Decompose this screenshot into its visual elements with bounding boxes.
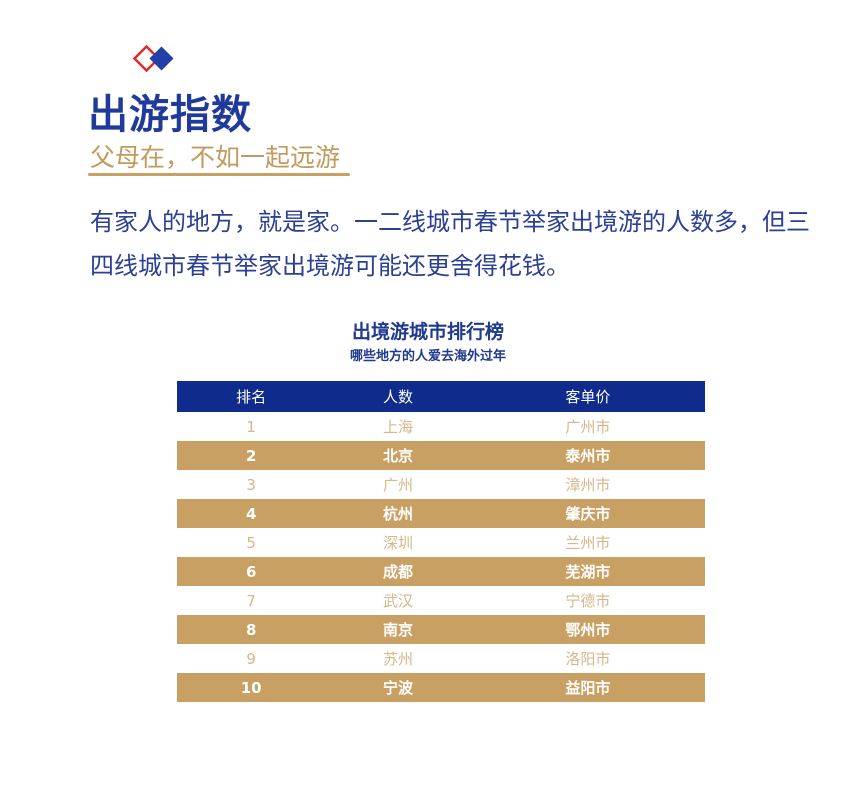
cell-price-city: 漳州市 — [565, 476, 611, 494]
cell-count-city: 广州 — [383, 476, 414, 494]
cell-price-city: 泰州市 — [470, 441, 705, 470]
cell-rank: 7 — [246, 591, 256, 610]
intro-paragraph: 有家人的地方，就是家。一二线城市春节举家出境游的人数多，但三四线城市春节举家出境… — [90, 208, 810, 280]
cell-price-city: 广州市 — [565, 418, 611, 436]
cell-price-city: 芜湖市 — [470, 557, 705, 586]
table-header: 排名 人数 客单价 — [177, 381, 705, 412]
table-row: 8 南京 鄂州市 — [177, 615, 705, 644]
table-row: 2 北京 泰州市 — [177, 441, 705, 470]
cell-count-city: 成都 — [325, 557, 471, 586]
cell-price-city: 益阳市 — [470, 673, 705, 702]
table-row: 3 广州 漳州市 — [177, 470, 705, 499]
cell-rank: 4 — [177, 499, 326, 528]
cell-rank: 6 — [177, 557, 326, 586]
table-row: 6 成都 芜湖市 — [177, 557, 705, 586]
cell-count-city: 深圳 — [383, 534, 414, 552]
column-header-price: 客单价 — [470, 381, 705, 412]
table-subtitle: 哪些地方的人爱去海外过年 — [349, 349, 506, 364]
page-title: 出游指数 — [88, 91, 252, 138]
cell-price-city: 洛阳市 — [565, 650, 611, 668]
cell-rank: 5 — [246, 533, 256, 552]
table-row: 4 杭州 肇庆市 — [177, 499, 705, 528]
subtitle-underline — [88, 173, 350, 176]
cell-rank: 9 — [246, 649, 256, 668]
cell-rank: 1 — [246, 417, 256, 436]
table-row: 10 宁波 益阳市 — [177, 673, 705, 702]
cell-price-city: 肇庆市 — [470, 499, 705, 528]
column-header-count: 人数 — [325, 381, 471, 412]
ranking-table: 排名 人数 客单价 1 上海 广州市 2 北京 泰州市 3 广州 漳州市 4 杭州 肇庆市 5 深圳 兰州市… — [177, 381, 705, 702]
table-row: 5 深圳 兰州市 — [177, 528, 705, 557]
table-row: 7 武汉 宁德市 — [177, 586, 705, 615]
cell-rank: 10 — [177, 673, 326, 702]
page-subtitle: 父母在，不如一起远游 — [90, 143, 341, 172]
table-title: 出境游城市排行榜 — [351, 321, 504, 343]
cell-rank: 3 — [246, 475, 256, 494]
cell-count-city: 苏州 — [383, 650, 414, 668]
cell-count-city: 南京 — [325, 615, 471, 644]
cell-count-city: 北京 — [325, 441, 471, 470]
diamond-logo-icon — [132, 44, 174, 73]
cell-count-city: 宁波 — [325, 673, 471, 702]
table-row: 1 上海 广州市 — [177, 412, 705, 441]
cell-price-city: 鄂州市 — [470, 615, 705, 644]
cell-rank: 8 — [177, 615, 326, 644]
cell-rank: 2 — [177, 441, 326, 470]
column-header-rank: 排名 — [177, 381, 326, 412]
table-row: 9 苏州 洛阳市 — [177, 644, 705, 673]
cell-count-city: 杭州 — [325, 499, 471, 528]
cell-count-city: 上海 — [383, 418, 414, 436]
cell-price-city: 宁德市 — [565, 592, 611, 610]
cell-count-city: 武汉 — [383, 592, 414, 610]
cell-price-city: 兰州市 — [565, 534, 611, 552]
